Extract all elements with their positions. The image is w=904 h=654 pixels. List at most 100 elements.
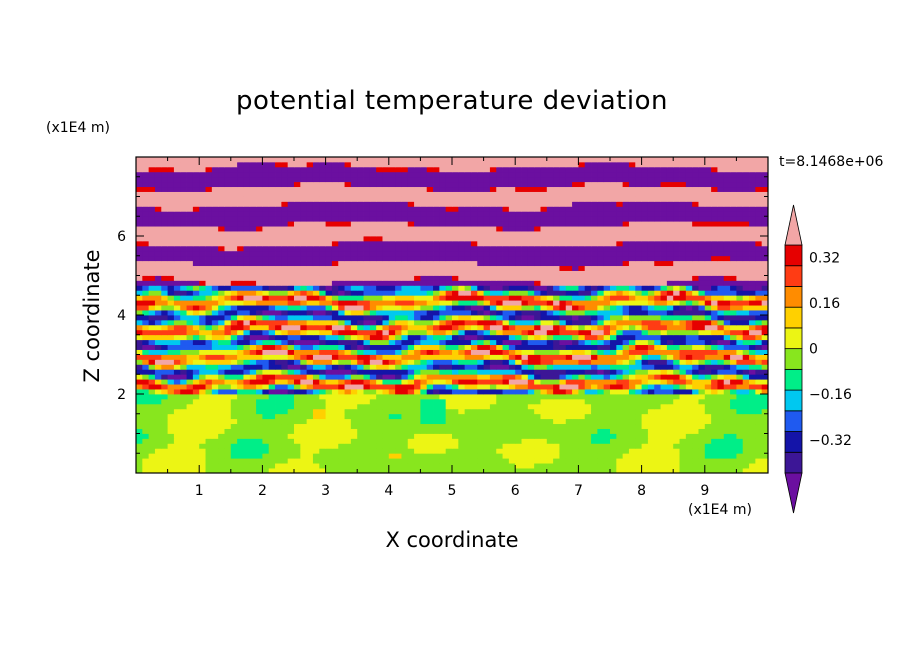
- field-cell: [287, 329, 295, 336]
- field-cell: [742, 389, 750, 395]
- field-cell: [243, 364, 251, 370]
- field-cell: [553, 443, 560, 449]
- field-cell: [167, 231, 175, 237]
- field-cell: [325, 300, 333, 306]
- field-cell: [578, 290, 586, 296]
- field-cell: [591, 300, 598, 306]
- field-cell: [256, 443, 263, 449]
- field-cell: [407, 236, 415, 242]
- field-cell: [603, 315, 611, 321]
- field-cell: [142, 231, 150, 237]
- field-cell: [546, 349, 554, 355]
- field-cell: [325, 315, 333, 321]
- field-cell: [559, 389, 567, 395]
- field-cell: [243, 349, 251, 355]
- field-cell: [723, 433, 731, 439]
- field-cell: [578, 468, 586, 473]
- field-cell: [635, 280, 642, 286]
- field-cell: [730, 374, 737, 380]
- field-cell: [388, 413, 396, 420]
- field-cell: [382, 329, 390, 336]
- field-cell: [154, 305, 162, 311]
- field-cell: [597, 349, 605, 355]
- field-cell: [496, 339, 503, 346]
- field-cell: [344, 359, 352, 365]
- field-cell: [344, 463, 352, 469]
- field-cell: [591, 339, 598, 346]
- field-cell: [736, 389, 744, 395]
- field-cell: [483, 245, 491, 252]
- field-cell: [565, 305, 573, 311]
- field-cell: [306, 359, 314, 365]
- field-cell: [496, 250, 503, 257]
- field-cell: [331, 374, 339, 380]
- field-cell: [281, 240, 289, 247]
- field-cell: [395, 369, 402, 375]
- field-cell: [660, 438, 668, 444]
- field-cell: [433, 364, 440, 370]
- field-cell: [218, 394, 225, 400]
- field-cell: [477, 324, 484, 331]
- field-cell: [654, 295, 661, 301]
- field-cell: [382, 428, 390, 434]
- field-cell: [540, 438, 548, 444]
- field-cell: [237, 226, 244, 232]
- field-cell: [603, 240, 611, 247]
- field-cell: [534, 398, 541, 405]
- field-cell: [376, 334, 383, 341]
- field-cell: [496, 255, 503, 262]
- field-cell: [167, 260, 175, 267]
- field-cell: [704, 290, 712, 296]
- field-cell: [717, 384, 725, 390]
- field-cell: [357, 285, 364, 291]
- field-cell: [660, 394, 668, 400]
- field-cell: [685, 423, 693, 429]
- field-cell: [622, 270, 630, 276]
- field-cell: [761, 418, 768, 425]
- field-cell: [603, 310, 611, 316]
- field-cell: [180, 394, 187, 400]
- field-cell: [477, 408, 484, 415]
- field-cell: [136, 418, 143, 425]
- field-cell: [199, 245, 206, 252]
- field-cell: [414, 453, 421, 459]
- field-cell: [540, 443, 548, 449]
- field-cell: [331, 245, 339, 252]
- field-cell: [704, 334, 712, 341]
- field-cell: [749, 379, 756, 385]
- field-cell: [445, 280, 453, 286]
- field-cell: [736, 438, 744, 444]
- field-cell: [148, 408, 156, 415]
- field-cell: [205, 413, 213, 420]
- field-cell: [464, 280, 472, 286]
- field-cell: [458, 310, 466, 316]
- field-cell: [660, 463, 668, 469]
- field-cell: [325, 255, 333, 262]
- field-cell: [433, 280, 440, 286]
- field-cell: [489, 379, 497, 385]
- field-cell: [205, 369, 213, 375]
- field-cell: [306, 226, 314, 232]
- field-cell: [199, 255, 206, 262]
- field-cell: [635, 453, 642, 459]
- field-cell: [477, 413, 484, 420]
- field-cell: [338, 226, 345, 232]
- field-cell: [628, 236, 636, 242]
- field-cell: [559, 260, 567, 267]
- field-cell: [578, 310, 586, 316]
- field-cell: [578, 408, 586, 415]
- field-cell: [464, 240, 472, 247]
- field-cell: [142, 270, 150, 276]
- field-cell: [275, 389, 282, 395]
- field-cell: [445, 270, 453, 276]
- field-cell: [572, 413, 579, 420]
- field-cell: [192, 295, 200, 301]
- field-cell: [673, 428, 680, 434]
- field-cell: [641, 236, 649, 242]
- field-cell: [312, 394, 320, 400]
- field-cell: [616, 275, 624, 281]
- field-cell: [584, 403, 592, 410]
- field-cell: [350, 349, 358, 355]
- field-cell: [281, 394, 289, 400]
- field-cell: [306, 349, 314, 355]
